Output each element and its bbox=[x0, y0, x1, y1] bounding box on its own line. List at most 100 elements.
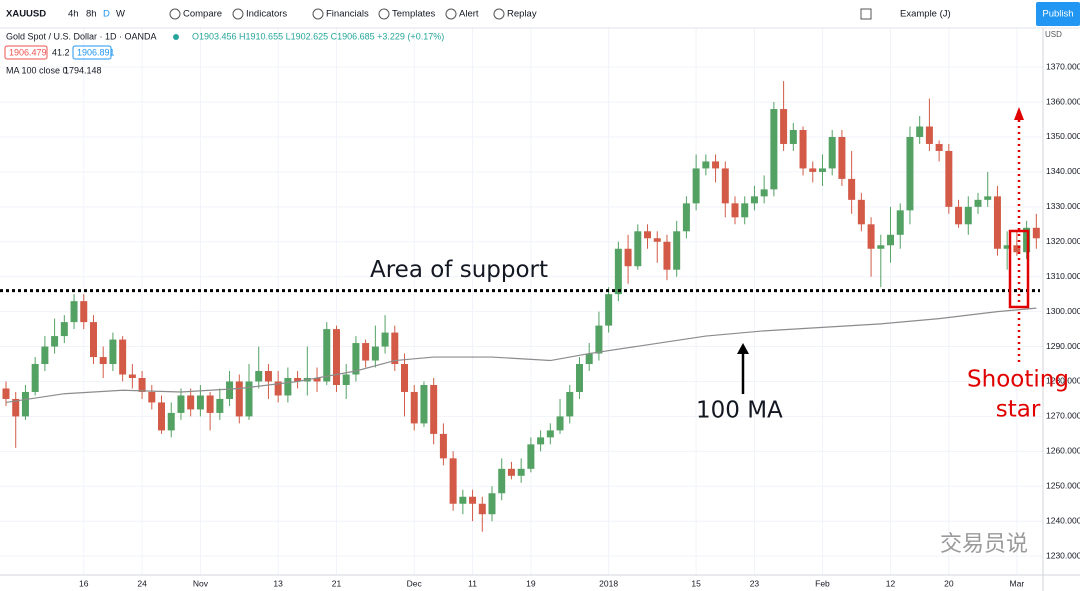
x-tick-label: 12 bbox=[886, 578, 896, 588]
candle-body bbox=[294, 377, 302, 382]
candle-body bbox=[245, 381, 253, 417]
candle-body bbox=[216, 398, 224, 413]
candle-body bbox=[488, 493, 496, 515]
candle-body bbox=[614, 248, 622, 295]
candle-body bbox=[663, 241, 671, 270]
candle-body bbox=[537, 437, 545, 445]
candle-body bbox=[70, 301, 78, 323]
candle-body bbox=[935, 143, 943, 151]
layout-name[interactable]: Example (J) bbox=[900, 9, 951, 20]
x-tick-label: Feb bbox=[815, 578, 830, 588]
x-tick-label: 21 bbox=[332, 578, 342, 588]
candle-body bbox=[984, 196, 992, 200]
candle-body bbox=[469, 496, 477, 504]
candle-body bbox=[342, 374, 350, 385]
interval[interactable]: D bbox=[103, 9, 110, 20]
toolbar-button[interactable]: Compare bbox=[183, 9, 222, 20]
candle-body bbox=[284, 377, 292, 396]
x-tick-label: Dec bbox=[407, 578, 423, 588]
candle-body bbox=[818, 168, 826, 172]
candle-body bbox=[770, 109, 778, 190]
x-tick-label: 16 bbox=[79, 578, 89, 588]
candle-body bbox=[906, 136, 914, 211]
y-tick-label: 1250.000 bbox=[1046, 481, 1080, 491]
candle-body bbox=[371, 346, 379, 361]
candle-body bbox=[575, 364, 583, 392]
x-tick-label: 19 bbox=[526, 578, 536, 588]
toolbar-icon bbox=[232, 8, 244, 20]
candle-body bbox=[517, 468, 525, 476]
candle-body bbox=[624, 248, 632, 267]
candle-body bbox=[313, 377, 321, 382]
candle-body bbox=[158, 402, 166, 431]
interval[interactable]: 8h bbox=[86, 9, 97, 20]
toolbar-icon bbox=[378, 8, 390, 20]
candle-body bbox=[439, 433, 447, 459]
toolbar-button[interactable]: Financials bbox=[326, 9, 369, 20]
candle-body bbox=[31, 364, 39, 392]
toolbar-button[interactable]: Templates bbox=[392, 9, 436, 20]
candle-body bbox=[809, 168, 817, 172]
pattern-label: Shooting bbox=[967, 367, 1069, 393]
candle-body bbox=[848, 178, 856, 200]
candle-body bbox=[167, 412, 175, 431]
candle-body bbox=[799, 129, 807, 169]
y-tick-label: 1290.000 bbox=[1046, 341, 1080, 351]
candle-body bbox=[21, 391, 29, 417]
x-tick-label: 24 bbox=[137, 578, 147, 588]
publish-label[interactable]: Publish bbox=[1042, 9, 1073, 20]
candle-body bbox=[634, 231, 642, 267]
bid-box bbox=[4, 45, 48, 60]
ma-label: 100 MA bbox=[696, 398, 783, 424]
ma-legend-value: 1794.148 bbox=[64, 65, 102, 75]
y-tick-label: 1270.000 bbox=[1046, 411, 1080, 421]
currency: USD bbox=[1045, 30, 1062, 39]
x-tick-label: Nov bbox=[193, 578, 209, 588]
candle-body bbox=[109, 339, 117, 365]
candle-body bbox=[138, 377, 146, 392]
x-tick-label: 20 bbox=[944, 578, 954, 588]
candle-body bbox=[459, 496, 467, 504]
y-tick-label: 1360.000 bbox=[1046, 96, 1080, 106]
candle-body bbox=[498, 468, 506, 494]
pattern-label: star bbox=[996, 397, 1041, 423]
candle-body bbox=[410, 391, 418, 424]
candle-body bbox=[507, 468, 515, 476]
symbol[interactable]: XAUUSD bbox=[6, 9, 46, 20]
candle-body bbox=[546, 430, 554, 438]
toolbar-icon bbox=[312, 8, 324, 20]
candle-body bbox=[89, 322, 97, 358]
candle-body bbox=[128, 374, 136, 378]
candle-body bbox=[653, 238, 661, 242]
candle-body bbox=[362, 343, 370, 361]
checkbox-icon[interactable] bbox=[860, 8, 872, 20]
candle-body bbox=[857, 199, 865, 225]
candle-body bbox=[741, 203, 749, 218]
interval[interactable]: 4h bbox=[68, 9, 79, 20]
candle-body bbox=[566, 391, 574, 417]
candle-body bbox=[323, 329, 331, 382]
candle-body bbox=[993, 196, 1001, 249]
candle-body bbox=[750, 196, 758, 204]
toolbar-button[interactable]: Alert bbox=[459, 9, 479, 20]
candle-body bbox=[1013, 245, 1021, 253]
publish-button[interactable] bbox=[1036, 2, 1080, 26]
candle-body bbox=[1032, 227, 1040, 239]
candle-body bbox=[731, 203, 739, 218]
candle-body bbox=[964, 206, 972, 225]
y-tick-label: 1230.000 bbox=[1046, 550, 1080, 560]
candle-body bbox=[352, 343, 360, 375]
watermark: 交易员说 bbox=[940, 532, 1028, 557]
candle-body bbox=[721, 168, 729, 204]
ma-legend: MA 100 close 0 bbox=[6, 65, 68, 75]
legend-title: Gold Spot / U.S. Dollar · 1D · OANDA bbox=[6, 31, 157, 41]
y-tick-label: 1350.000 bbox=[1046, 131, 1080, 141]
interval[interactable]: W bbox=[116, 9, 125, 20]
toolbar-button[interactable]: Replay bbox=[507, 9, 537, 20]
candle-body bbox=[556, 416, 564, 431]
candle-body bbox=[391, 332, 399, 365]
toolbar-button[interactable]: Indicators bbox=[246, 9, 287, 20]
candle-body bbox=[430, 384, 438, 434]
